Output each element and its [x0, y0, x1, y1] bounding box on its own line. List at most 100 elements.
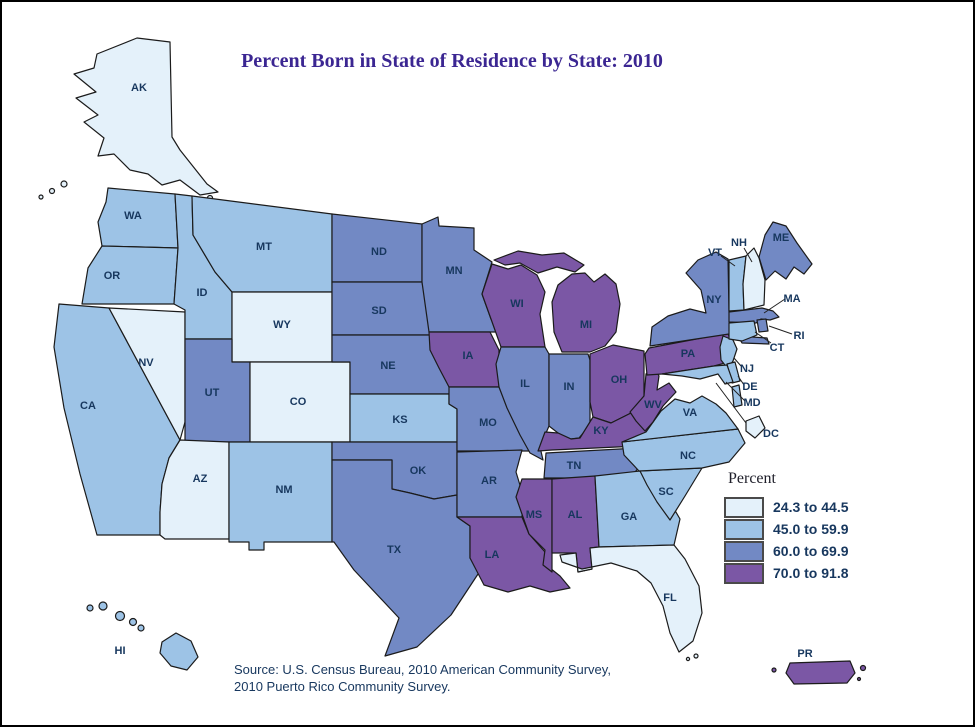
state-label-ms: MS [526, 509, 543, 521]
state-hi-island [137, 624, 145, 632]
state-label-nh: NH [731, 237, 747, 249]
state-label-ut: UT [205, 387, 220, 399]
state-mi [551, 272, 621, 353]
legend-label-1: 45.0 to 59.9 [773, 521, 849, 537]
state-label-ia: IA [463, 350, 474, 362]
state-mi [493, 250, 585, 274]
source-note: Source: U.S. Census Bureau, 2010 America… [234, 662, 611, 695]
state-label-tx: TX [387, 544, 402, 556]
state-label-md: MD [743, 397, 760, 409]
state-ak-island [60, 180, 68, 188]
state-pr [785, 660, 856, 685]
callout-line-6 [737, 375, 745, 386]
state-label-ma: MA [783, 293, 800, 305]
state-pr-island [771, 667, 777, 673]
state-label-fl: FL [663, 592, 677, 604]
state-label-vt: VT [708, 247, 722, 259]
state-label-mo: MO [479, 417, 497, 429]
state-label-wy: WY [273, 319, 291, 331]
callout-line-1 [743, 247, 753, 263]
state-label-ct: CT [770, 342, 785, 354]
state-md [661, 364, 734, 385]
state-label-az: AZ [193, 473, 208, 485]
legend-label-0: 24.3 to 44.5 [773, 499, 849, 515]
state-ak-island [38, 194, 44, 200]
state-label-hi: HI [115, 645, 126, 657]
state-il [495, 346, 550, 461]
state-in [548, 353, 591, 440]
state-label-nm: NM [275, 484, 292, 496]
callout-line-0 [720, 255, 736, 267]
state-fl-island [693, 653, 699, 659]
state-hi-island [128, 617, 138, 627]
callout-line-2 [763, 298, 786, 314]
state-label-ar: AR [481, 475, 497, 487]
legend-row-3: 70.0 to 91.8 [724, 562, 849, 584]
state-az [159, 439, 230, 540]
legend-rows: 24.3 to 44.5 45.0 to 59.9 60.0 to 69.9 70.0… [724, 496, 849, 584]
state-label-ak: AK [131, 82, 147, 94]
legend-heading: Percent [728, 470, 776, 487]
legend-swatch-2 [724, 540, 764, 562]
state-label-sd: SD [371, 305, 386, 317]
state-label-ky: KY [593, 425, 609, 437]
state-label-ny: NY [706, 294, 722, 306]
state-label-pr: PR [797, 648, 812, 660]
legend: Percent 24.3 to 44.5 45.0 to 59.9 60.0 to … [724, 470, 849, 586]
state-ak-island [48, 187, 56, 195]
state-label-pa: PA [681, 348, 696, 360]
state-hi-island [98, 601, 108, 611]
map-title: Percent Born in State of Residence by St… [241, 50, 663, 72]
state-nh [742, 247, 766, 311]
state-label-id: ID [197, 287, 208, 299]
legend-label-3: 70.0 to 91.8 [773, 565, 849, 581]
state-nm [228, 441, 333, 551]
legend-swatch-0 [724, 496, 764, 518]
state-label-wa: WA [124, 210, 142, 222]
source-line-1: Source: U.S. Census Bureau, 2010 America… [234, 662, 611, 677]
state-label-nc: NC [680, 450, 696, 462]
source-line-2: 2010 Puerto Rico Community Survey. [234, 678, 451, 694]
state-label-co: CO [290, 396, 307, 408]
state-label-nv: NV [138, 357, 154, 369]
state-label-ne: NE [380, 360, 395, 372]
state-label-ga: GA [621, 511, 638, 523]
state-label-in: IN [564, 381, 575, 393]
state-wi [481, 263, 546, 348]
state-ct [728, 320, 758, 342]
state-ri [756, 318, 769, 333]
state-label-me: ME [773, 232, 790, 244]
state-wv [629, 364, 677, 432]
state-dc [745, 415, 766, 439]
state-hi-island [86, 604, 94, 612]
state-label-mn: MN [445, 265, 462, 277]
state-label-ca: CA [80, 400, 96, 412]
state-label-nj: NJ [740, 363, 754, 375]
state-label-al: AL [568, 509, 583, 521]
state-label-va: VA [683, 407, 698, 419]
callout-line-8 [715, 382, 747, 424]
legend-swatch-3 [724, 562, 764, 584]
state-label-dc: DC [763, 428, 779, 440]
legend-row-0: 24.3 to 44.5 [724, 496, 849, 518]
callout-line-3 [768, 325, 793, 335]
state-label-de: DE [742, 381, 757, 393]
legend-row-1: 45.0 to 59.9 [724, 518, 849, 540]
state-label-mt: MT [256, 241, 272, 253]
state-or [81, 245, 179, 305]
state-label-il: IL [520, 378, 530, 390]
state-label-mi: MI [580, 319, 592, 331]
state-ak [73, 37, 219, 196]
state-label-nd: ND [371, 246, 387, 258]
state-hi [159, 632, 199, 671]
state-pr-island [856, 676, 862, 682]
state-label-ok: OK [410, 465, 427, 477]
state-fl [559, 544, 703, 653]
legend-row-2: 60.0 to 69.9 [724, 540, 849, 562]
callout-line-7 [725, 381, 746, 402]
callout-line-4 [754, 331, 772, 344]
state-label-la: LA [485, 549, 500, 561]
state-me [758, 221, 813, 281]
